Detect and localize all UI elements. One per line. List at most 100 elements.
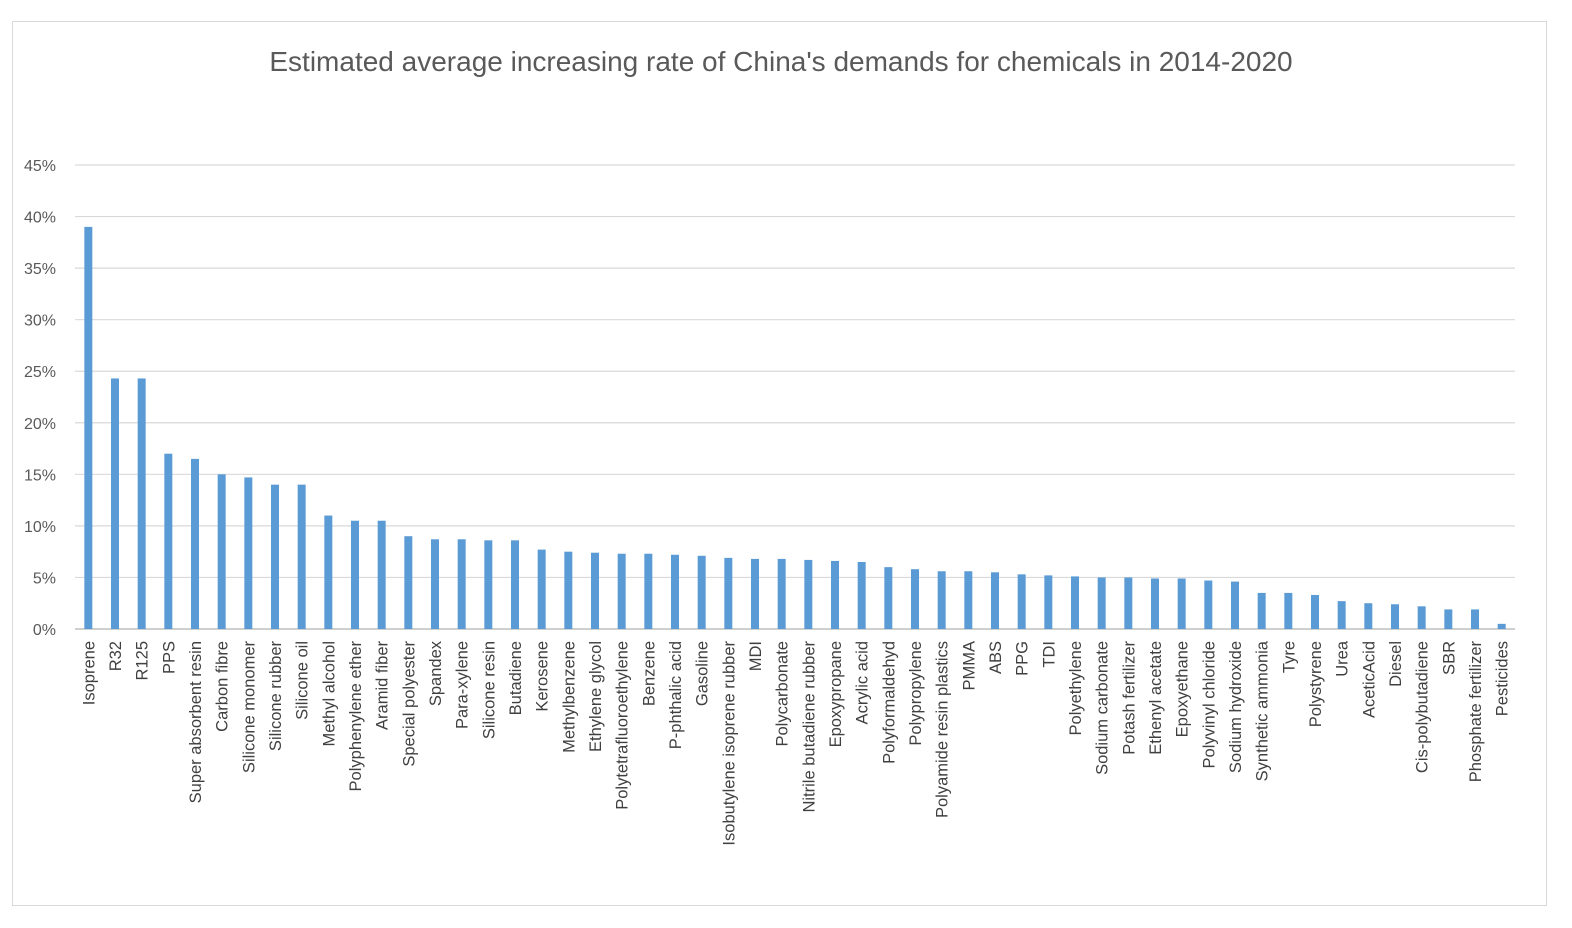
x-category-label: Benzene <box>640 641 658 706</box>
bar <box>404 536 413 629</box>
x-category-label: Silicone oil <box>294 641 312 720</box>
x-category-label: Cis-polybutadiene <box>1414 641 1432 773</box>
x-category-label: Pesticides <box>1494 641 1512 716</box>
bar <box>244 477 253 629</box>
x-category-label: P-phthalic acid <box>667 641 685 749</box>
bar <box>1097 577 1106 629</box>
x-category-label: Phosphate fertilizer <box>1467 641 1485 783</box>
x-category-label: Ethylene glycol <box>587 641 605 752</box>
x-category-label: Silicone monomer <box>240 641 258 774</box>
x-category-label: Silicone resin <box>480 641 498 739</box>
bar <box>1337 601 1346 629</box>
bar <box>84 226 93 629</box>
bar <box>431 539 439 629</box>
x-category-label: Potash fertilizer <box>1120 641 1138 755</box>
x-category-label: SBR <box>1440 641 1458 675</box>
gridlines <box>75 164 1515 630</box>
x-category-label: Methyl alcohol <box>320 641 338 746</box>
x-category-label: Special polyester <box>400 640 418 766</box>
bar <box>644 553 653 629</box>
bar <box>804 559 813 629</box>
x-category-label: Synthetic ammonia <box>1254 640 1272 781</box>
x-category-label: Epoxypropane <box>827 641 845 747</box>
x-category-label: Spandex <box>427 640 445 706</box>
x-category-label: AceticAcid <box>1360 641 1378 718</box>
x-category-label: Kerosene <box>534 641 552 712</box>
bar <box>297 484 306 629</box>
y-tick-label: 15% <box>24 467 56 484</box>
y-tick-label: 40% <box>24 210 56 227</box>
x-axis-category-labels: Isoprene R32 R125 PPS Super absorbent resin C… <box>80 640 1511 845</box>
bar <box>857 561 866 629</box>
x-category-label: Acrylic acid <box>854 641 872 724</box>
x-category-label: Urea <box>1334 640 1352 677</box>
bar <box>111 378 119 629</box>
bar <box>1017 574 1026 629</box>
bar <box>1444 609 1453 629</box>
x-category-label: Polyphenylene ether <box>347 641 365 792</box>
chart-frame <box>12 21 1547 906</box>
bar <box>1071 576 1079 629</box>
x-category-label: Gasoline <box>694 641 712 706</box>
x-category-label: Polycarbonate <box>774 641 792 747</box>
bar <box>1364 603 1373 629</box>
y-tick-label: 20% <box>24 416 56 433</box>
bar <box>217 474 226 629</box>
bar <box>1497 623 1506 629</box>
x-category-label: Methylbenzene <box>560 641 578 753</box>
x-category-label: Super absorbent resin <box>187 641 205 803</box>
bar <box>1471 609 1479 629</box>
x-category-label: Ethenyl acetate <box>1147 641 1165 755</box>
x-category-label: Isoprene <box>80 641 98 705</box>
x-category-label: MDI <box>747 641 765 671</box>
bar <box>137 378 146 629</box>
x-category-label: PMMA <box>960 641 978 691</box>
bar <box>511 540 519 629</box>
bar <box>697 555 706 629</box>
x-category-label: Polyformaldehyd <box>880 641 898 764</box>
bar <box>991 572 999 629</box>
x-category-label: ABS <box>987 641 1005 674</box>
x-category-label: PPS <box>160 641 178 674</box>
bar <box>1311 594 1319 629</box>
y-tick-label: 0% <box>33 622 56 639</box>
x-category-label: TDI <box>1040 641 1058 668</box>
bar <box>724 557 733 629</box>
bar <box>1417 606 1426 629</box>
bar <box>377 520 386 629</box>
x-category-label: Isobutylene isoprene rubber <box>720 641 738 846</box>
bar <box>1391 604 1399 629</box>
bar <box>1204 580 1213 629</box>
bar <box>1284 592 1293 629</box>
bar <box>777 558 786 629</box>
bar <box>537 549 546 629</box>
bar <box>751 558 759 629</box>
bar <box>617 553 626 629</box>
bar <box>1257 592 1266 629</box>
x-category-label: Nitrile butadiene rubber <box>800 641 818 813</box>
bar <box>964 571 973 629</box>
bar <box>831 560 839 629</box>
x-category-label: Polyvinyl chloride <box>1200 641 1218 768</box>
bar <box>564 551 573 629</box>
x-category-label: Sodium carbonate <box>1094 641 1112 775</box>
x-category-label: Butadiene <box>507 641 525 715</box>
x-category-label: Polypropylene <box>907 641 925 746</box>
bar <box>1231 581 1239 629</box>
bar <box>1124 577 1133 629</box>
bars <box>84 226 1506 629</box>
x-category-label: Polystyrene <box>1307 641 1325 727</box>
bar <box>351 520 359 629</box>
bar <box>1044 575 1053 629</box>
x-category-label: Carbon fibre <box>214 641 232 732</box>
x-category-label: Aramid fiber <box>374 641 392 730</box>
chart-title: Estimated average increasing rate of Chi… <box>269 46 1293 77</box>
bar <box>671 554 679 629</box>
bar <box>591 552 599 629</box>
bar <box>1151 578 1159 629</box>
bar <box>457 539 466 629</box>
bar <box>884 567 893 629</box>
y-tick-label: 5% <box>33 570 56 587</box>
bar <box>1177 578 1186 629</box>
